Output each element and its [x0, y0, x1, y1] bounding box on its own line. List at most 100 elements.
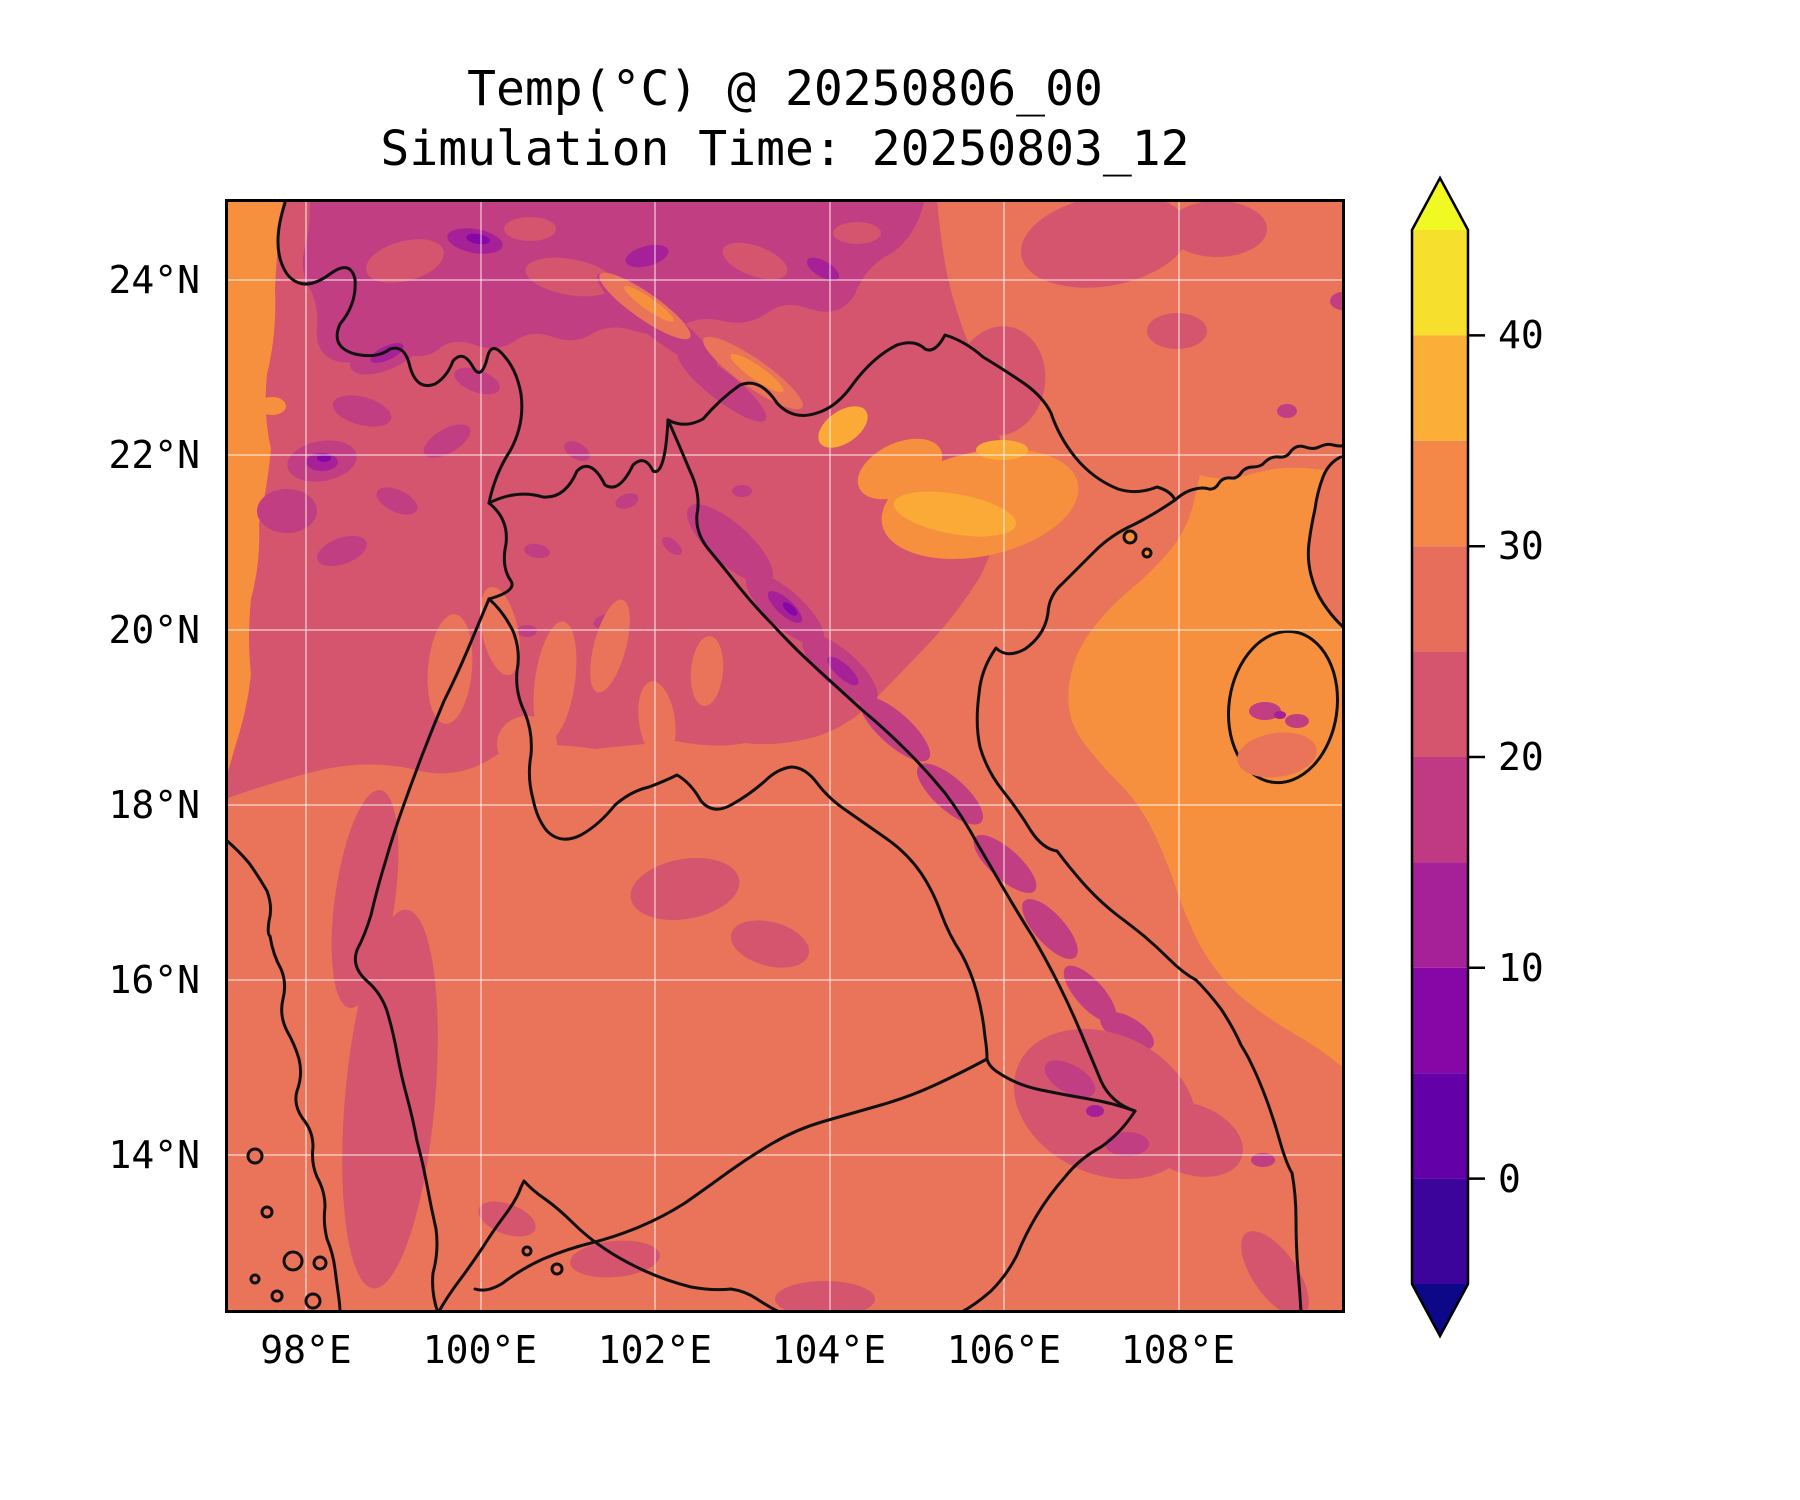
tenasserim-rose1: [342, 909, 438, 1289]
colorbar-seg-25-30: [1412, 546, 1468, 652]
myanmar-china-border: [276, 201, 524, 505]
andaman-island5: [249, 1273, 261, 1285]
lat-label-20n: 20°N: [108, 608, 200, 652]
scatter2: [615, 493, 639, 509]
andaman-island4: [312, 1255, 328, 1271]
laos-vietnam-border: [666, 418, 1137, 1113]
hainan-magenta2: [1285, 714, 1309, 728]
s-rose2: [478, 1201, 536, 1237]
annamite1: [686, 504, 774, 584]
valley1: [427, 614, 473, 724]
lat-label-22n: 22°N: [108, 433, 200, 477]
colorbar-over-arrow: [1412, 178, 1468, 230]
thailand-cambodia-border: [473, 1057, 989, 1292]
lon-label-106e: 106°E: [946, 1328, 1062, 1372]
s-purple1: [1086, 1105, 1104, 1117]
cb-label-20: 20: [1498, 735, 1544, 779]
ne-rose3: [1147, 313, 1207, 349]
lon-label-98e: 98°E: [260, 1328, 352, 1372]
tenasserim-rose2: [331, 789, 399, 1009]
colorbar-under-arrow: [1412, 1284, 1468, 1336]
valley-core1: [624, 286, 674, 322]
china-vietnam-border: [666, 333, 1177, 502]
cb-label-0: 0: [1498, 1157, 1521, 1201]
plot-subtitle: Simulation Time: 20250803_12: [380, 121, 1190, 177]
cb-label-10: 10: [1498, 946, 1544, 990]
cb-label-40: 40: [1498, 313, 1544, 357]
temperature-map: [225, 199, 1345, 1313]
w-violet1: [317, 454, 331, 462]
annamite6: [973, 835, 1037, 893]
gulf-of-thailand-coast: [436, 1179, 783, 1313]
khorat-rose2: [730, 920, 810, 968]
china-coast: [1173, 442, 1345, 502]
hot-spot3: [976, 440, 1028, 460]
axes-spine: [225, 199, 1345, 1313]
graticule: [225, 199, 1345, 1313]
colorbar-seg-30-35: [1412, 440, 1468, 547]
valley5: [497, 716, 557, 772]
thailand-laos-border: [487, 597, 989, 1061]
annamite4: [859, 696, 931, 762]
colorbar-seg-15-20: [1412, 757, 1468, 863]
lon-label-102e: 102°E: [597, 1328, 713, 1372]
country-borders: [225, 201, 1345, 1313]
lon-label-100e: 100°E: [422, 1328, 538, 1372]
s-rose3: [1241, 1231, 1309, 1313]
lon-label-104e: 104°E: [771, 1328, 887, 1372]
cb-label-30: 30: [1498, 524, 1544, 568]
colorbar-tick-marks: [1468, 334, 1485, 1180]
vietnam-coast: [975, 498, 1303, 1313]
valley7: [690, 636, 724, 706]
myanmar-coast: [225, 837, 342, 1313]
khorat-rose1: [630, 857, 740, 921]
scatter1: [564, 441, 590, 461]
annamite8: [1063, 965, 1117, 1023]
vietnam-cambodia-border: [958, 1109, 1137, 1313]
band-hole3: [525, 257, 615, 297]
w-magenta5: [317, 535, 367, 567]
annamite-purple2: [827, 656, 859, 686]
s-magenta3: [1251, 1153, 1275, 1167]
lat-label-14n: 14°N: [108, 1133, 200, 1177]
colorbar-seg-40-45: [1412, 230, 1468, 336]
hainan-magenta1: [1249, 702, 1281, 720]
small-orange-patch: [258, 397, 286, 415]
s-magenta2: [1105, 1132, 1149, 1156]
band-hole2: [504, 217, 556, 241]
gulf-island1: [1122, 529, 1138, 545]
w-magenta2: [332, 395, 392, 427]
scatter6: [517, 625, 537, 637]
gulf-thai-island2: [521, 1245, 533, 1257]
delta-orange2: [857, 438, 943, 500]
colorbar-seg-10-15: [1412, 862, 1468, 968]
lat-label-24n: 24°N: [108, 258, 200, 302]
ne-magenta-notch: [1330, 292, 1345, 310]
scatter7: [732, 485, 752, 497]
hot-spot1: [818, 406, 868, 448]
laos-cambodia-border: [985, 1057, 1137, 1113]
valley2: [480, 586, 520, 676]
lon-label-108e: 108°E: [1120, 1328, 1236, 1372]
andaman-island1: [246, 1147, 264, 1165]
annamite7: [1022, 899, 1078, 959]
band-hole5: [833, 222, 881, 244]
valley-core2: [730, 353, 784, 393]
scatter4: [662, 537, 682, 555]
lat-label-18n: 18°N: [108, 783, 200, 827]
diag-streak2: [677, 350, 767, 422]
annamite-violet: [782, 602, 798, 616]
colorbar-seg-35-40: [1412, 335, 1468, 441]
hot-spot2: [893, 491, 1017, 537]
hainan-salmon: [1237, 732, 1317, 778]
band-hole4: [722, 242, 788, 280]
band-purple3: [806, 257, 840, 281]
band-violet1: [466, 233, 490, 245]
valley4: [590, 599, 630, 693]
band-hole1: [366, 239, 444, 283]
valley6: [638, 681, 676, 761]
hainan-purple: [1274, 711, 1286, 719]
w-magenta7: [423, 424, 471, 458]
colorbar: [1410, 175, 1485, 1339]
